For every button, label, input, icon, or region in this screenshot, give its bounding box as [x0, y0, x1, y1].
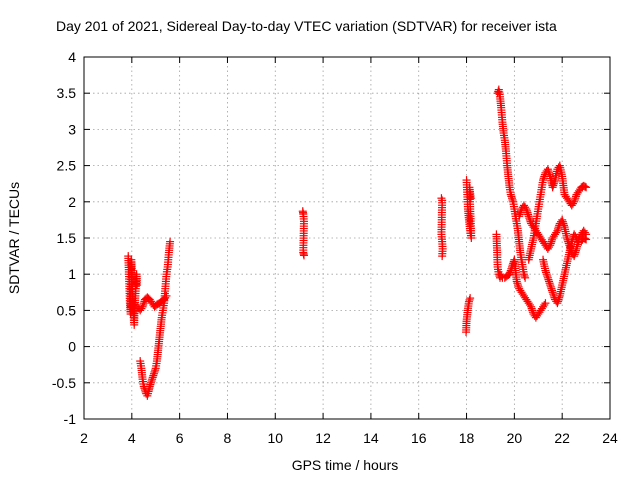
data-point [552, 228, 561, 237]
data-point [437, 194, 446, 203]
x-tick-label: 6 [176, 430, 184, 446]
x-tick-label: 10 [267, 430, 283, 446]
y-tick-label: 2 [68, 194, 76, 210]
chart-title: Day 201 of 2021, Sidereal Day-to-day VTE… [56, 18, 557, 34]
data-point [541, 299, 550, 308]
data-point [540, 300, 549, 309]
data-point [521, 203, 530, 212]
y-tick-label: 1 [68, 266, 76, 282]
y-tick-label: 4 [68, 49, 76, 65]
x-tick-label: 18 [459, 430, 475, 446]
data-point [299, 251, 308, 260]
x-tick-label: 22 [554, 430, 570, 446]
x-tick-label: 4 [128, 430, 136, 446]
data-point [466, 194, 475, 203]
y-tick-label: -1 [64, 411, 77, 427]
x-tick-label: 8 [224, 430, 232, 446]
y-axis-label: SDTVAR / TECUs [6, 182, 22, 294]
data-point [545, 243, 554, 252]
data-point [521, 273, 530, 282]
y-tick-label: 3.5 [57, 85, 77, 101]
data-point [582, 183, 591, 192]
x-tick-label: 12 [315, 430, 331, 446]
data-point [580, 234, 589, 243]
data-point [568, 199, 577, 208]
data-point [466, 294, 475, 303]
data-point [137, 304, 146, 313]
data-point [580, 182, 589, 191]
data-point [438, 252, 447, 261]
x-axis-label: GPS time / hours [292, 457, 399, 473]
x-tick-label: 16 [411, 430, 427, 446]
x-tick-label: 20 [507, 430, 523, 446]
x-tick-label: 14 [363, 430, 379, 446]
y-tick-label: 3 [68, 121, 76, 137]
data-point [133, 281, 142, 290]
data-point [582, 235, 591, 244]
x-tick-label: 24 [602, 430, 618, 446]
data-marks [124, 85, 591, 400]
axis-ticks: 2 4 6 8 10 12 14 16 18 20 22 24-1-0.500.511.522.533… [52, 49, 618, 446]
y-tick-label: 2.5 [57, 158, 77, 174]
y-tick-label: 1.5 [57, 230, 77, 246]
y-tick-label: 0 [68, 339, 76, 355]
y-tick-label: -0.5 [52, 375, 76, 391]
y-tick-label: 0.5 [57, 302, 77, 318]
x-tick-label: 2 [80, 430, 88, 446]
data-point [166, 237, 175, 246]
data-point [525, 300, 534, 309]
grid-lines [84, 57, 610, 419]
